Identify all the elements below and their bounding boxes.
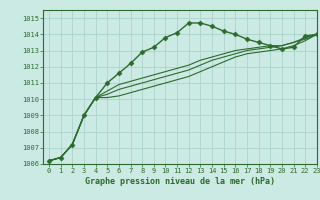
- X-axis label: Graphe pression niveau de la mer (hPa): Graphe pression niveau de la mer (hPa): [85, 177, 275, 186]
